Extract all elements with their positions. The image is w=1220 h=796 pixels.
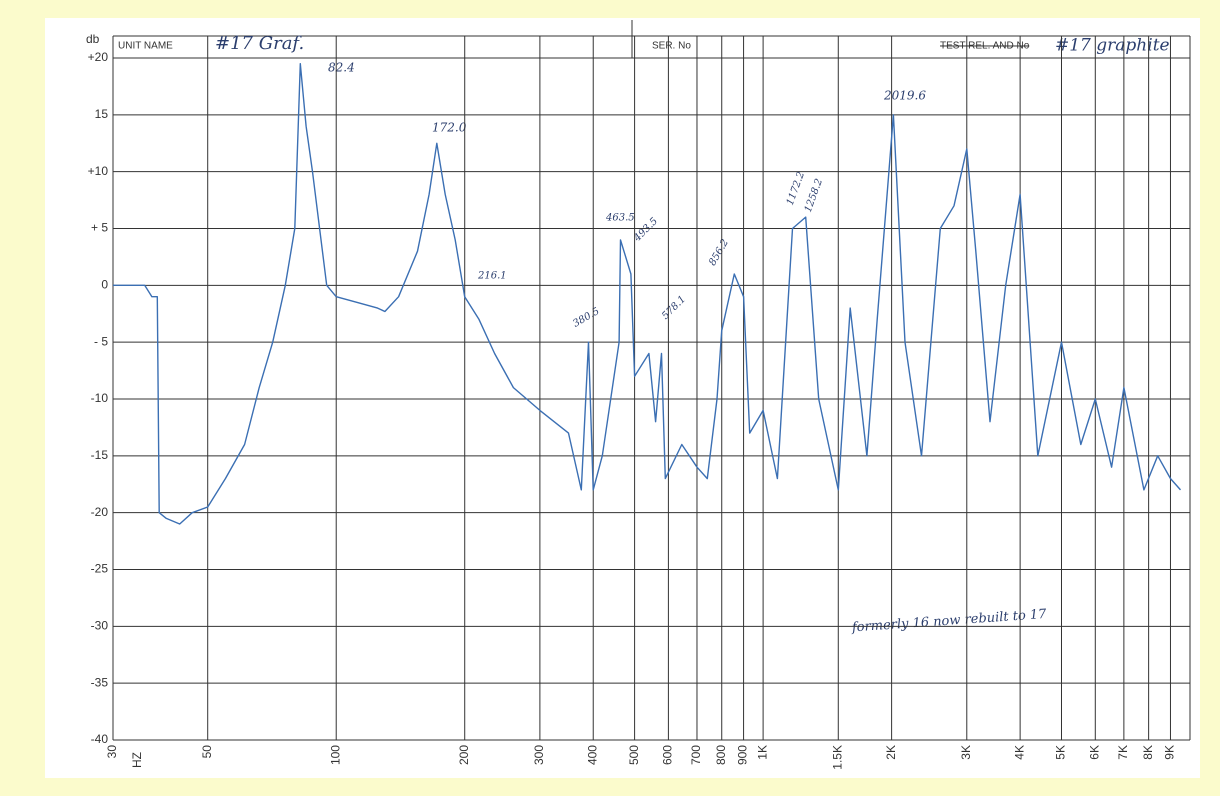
unit-name-label: UNIT NAME: [118, 41, 173, 52]
y-tick-label: + 5: [91, 221, 108, 235]
x-tick-label: 7K: [1116, 745, 1130, 760]
x-tick-label: 100: [328, 745, 342, 765]
annotation: 216.1: [477, 271, 507, 282]
x-tick-label: 5K: [1054, 745, 1068, 760]
x-tick-label: 800: [714, 745, 728, 765]
x-tick-label: 600: [661, 745, 675, 765]
y-tick-label: -35: [91, 675, 109, 689]
x-tick-label: 9K: [1163, 745, 1177, 760]
y-tick-label: -15: [91, 448, 109, 462]
y-tick-label: 0: [101, 278, 108, 292]
x-tick-label: 300: [532, 745, 546, 765]
annotation: 172.0: [432, 121, 467, 135]
ser-label: SER. No: [652, 41, 691, 52]
y-tick-label: +10: [88, 164, 109, 178]
y-tick-label: -30: [91, 619, 109, 633]
x-tick-label: 500: [627, 745, 641, 765]
y-tick-label: -25: [91, 562, 109, 576]
y-tick-label: -40: [91, 732, 109, 746]
response-line: [113, 63, 1182, 525]
annotation: 82.4: [328, 61, 355, 75]
y-tick-label: - 5: [94, 334, 108, 348]
x-tick-label: 700: [689, 745, 703, 765]
x-tick-label: 3K: [959, 745, 973, 760]
x-tick-label: 4K: [1012, 745, 1026, 760]
x-tick-label: 2K: [884, 745, 898, 760]
x-tick-label: 6K: [1087, 745, 1101, 760]
test-label: TEST REL. AND No: [940, 41, 1030, 52]
x-tick-label: 8K: [1141, 745, 1155, 760]
x-tick-label: 200: [457, 745, 471, 765]
annotation: 463.5: [605, 213, 635, 224]
db-label: db: [86, 32, 100, 46]
annotation: 2019.6: [883, 89, 926, 103]
x-tick-label: 900: [736, 745, 750, 765]
x-tick-label: 1.5K: [830, 745, 844, 770]
y-tick-label: 15: [95, 107, 109, 121]
y-tick-label: +20: [88, 50, 109, 64]
x-tick-label: 50: [200, 745, 214, 759]
y-tick-label: -10: [91, 391, 109, 405]
x-tick-label: 30: [105, 745, 119, 759]
y-tick-label: -20: [91, 505, 109, 519]
test-value: #17 graphite: [1055, 36, 1170, 56]
paper: [45, 18, 1200, 778]
x-tick-label: 1K: [755, 745, 769, 760]
x-tick-label: 400: [585, 745, 599, 765]
x-axis-label: HZ: [130, 752, 144, 768]
unit-name: #17 Graf.: [215, 33, 304, 54]
